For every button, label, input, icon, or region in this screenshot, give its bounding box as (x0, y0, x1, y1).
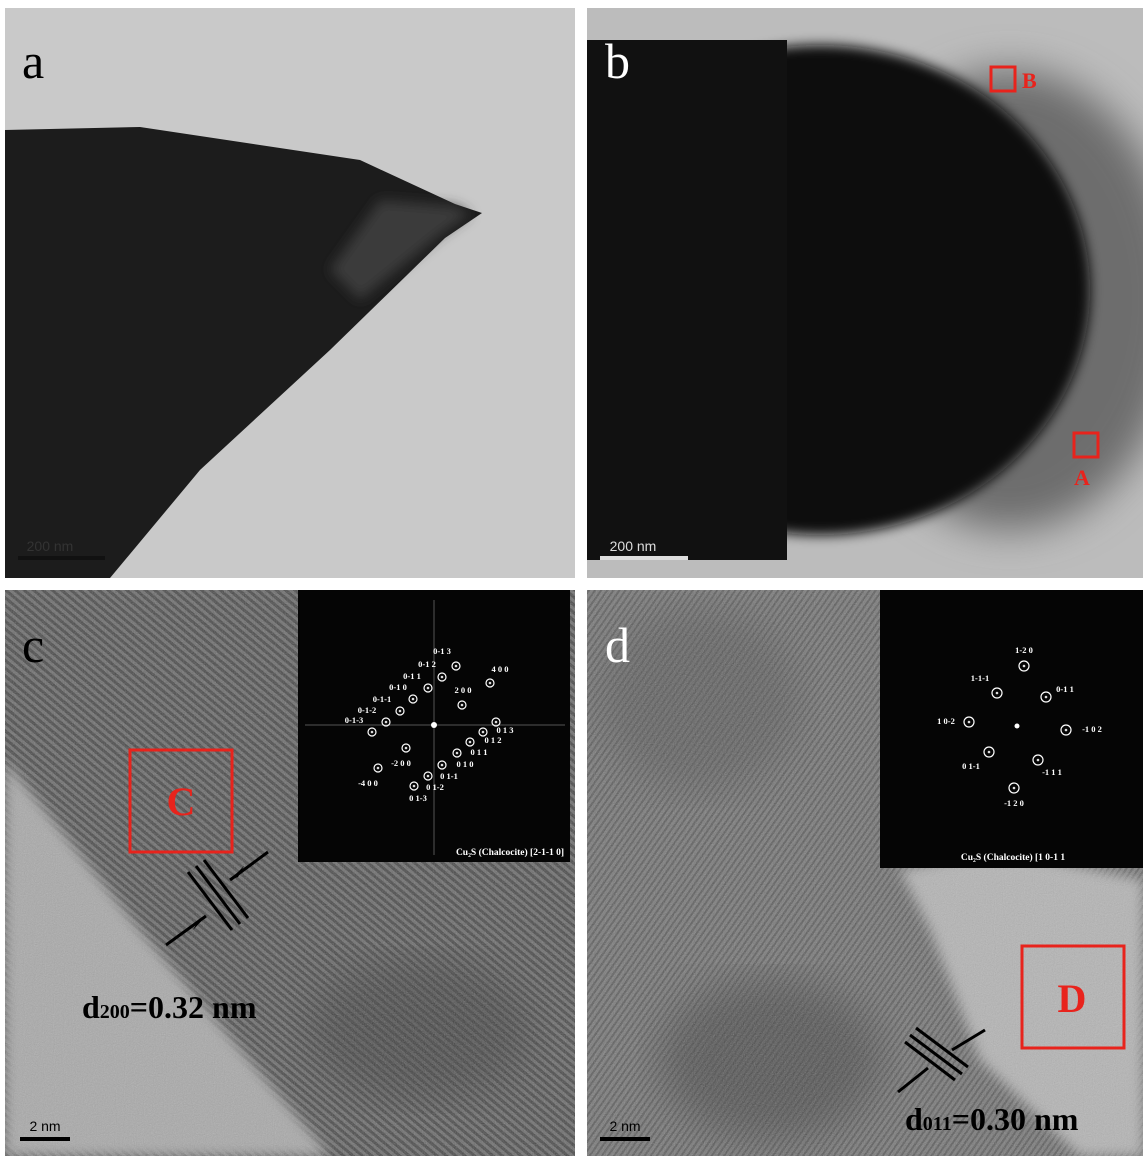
fft-caption: Cu₂S (Chalcocite) [1 0-1 1 (961, 852, 1065, 863)
fft-spot-label: 0-1 2 (418, 659, 436, 669)
fft-spot-core (377, 767, 380, 770)
fft-spot-core (456, 752, 459, 755)
fft-spot-label: 0 1 3 (497, 725, 514, 735)
d-subscript: 200 (100, 1001, 130, 1023)
fft-caption: Cu₂S (Chalcocite) [2-1-1 0] (456, 847, 564, 858)
fft-spot-core (968, 721, 971, 724)
region-label: C (167, 779, 196, 824)
fft-spot-core (399, 710, 402, 713)
specimen (587, 40, 787, 560)
fft-spot-core (371, 731, 374, 734)
fft-spot-core (427, 687, 430, 690)
margin (0, 0, 1143, 8)
fft-spot-label: 0-1 1 (403, 671, 421, 681)
fft-spot-label: 1 0-2 (937, 716, 955, 726)
fft-spot-label: -2 0 0 (391, 758, 411, 768)
d-symbol: d (905, 1101, 923, 1137)
scale-bar-label: 200 nm (610, 538, 657, 554)
scale-bar-label: 200 nm (27, 538, 74, 554)
d-symbol: d (82, 989, 100, 1025)
panel-label: b (605, 33, 630, 89)
fft-spot-label: 1-1-1 (971, 673, 989, 683)
fft-spot-core (988, 751, 991, 754)
d-subscript: 011 (923, 1113, 952, 1135)
fft-spot-label: 2 0 0 (455, 685, 472, 695)
fft-spot-label: -4 0 0 (358, 778, 378, 788)
region-label: A (1074, 465, 1090, 490)
panel-label: a (22, 33, 44, 89)
fft-spot-core (1023, 665, 1026, 668)
fft-spot-core (495, 721, 498, 724)
fft-spot-label: 4 0 0 (492, 664, 509, 674)
fft-spot-core (1013, 787, 1016, 790)
panel-label: c (22, 617, 44, 673)
fft-spot-label: 0 1 1 (471, 747, 488, 757)
panel-b: B A b 200 nm (550, 8, 1143, 578)
fft-spot-core (996, 692, 999, 695)
fft-spot-label: 0-1-2 (358, 705, 376, 715)
fft-spot-core (1045, 696, 1048, 699)
fft-spot-label: 0-1 0 (389, 682, 407, 692)
panel-c: 0-1 3 0-1 2 0-1 10-1 0 0-1-10-1-20-1-3 4 0 0… (5, 590, 575, 1156)
d-value: =0.30 nm (952, 1101, 1079, 1137)
fft-spot-label: 1-2 0 (1015, 645, 1033, 655)
panel-label: d (605, 617, 630, 673)
scale-bar-label: 2 nm (609, 1118, 640, 1134)
fft-spot-core (489, 682, 492, 685)
fft-spot-label: 0-1 1 (1056, 684, 1074, 694)
page: {"panels": [ {"label": "a", "scale_bar":… (0, 0, 1143, 1156)
fft-spot-label: 0-1-3 (345, 715, 363, 725)
fft-spot-core (427, 775, 430, 778)
scale-bar-label: 2 nm (29, 1118, 60, 1134)
fft-spot-label: 0 1-1 (440, 771, 458, 781)
fft-spot-core (461, 704, 464, 707)
fft-spot-label: -1 2 0 (1004, 798, 1024, 808)
fft-spot-core (1037, 759, 1040, 762)
panel-d: 1-2 0 1-1-1 0-1 1 1 0-2 -1 0 2 0 1-1 -1 1 1 -1 … (587, 590, 1143, 1156)
fft-spot-core (441, 764, 444, 767)
d-value: =0.32 nm (130, 989, 257, 1025)
fft-spot-core (412, 698, 415, 701)
fft-spot-core (455, 665, 458, 668)
fft-spot-label: 0 1-3 (409, 793, 427, 803)
fft-center (431, 722, 437, 728)
fft-spot-label: 0 1-2 (426, 782, 444, 792)
figure: a 200 nm B A b 200 nm 0-1 30-1 20-1 10-1… (0, 0, 1143, 1156)
fft-spot-core (413, 785, 416, 788)
panel-a: a 200 nm (5, 8, 575, 578)
fft-spot-label: 0 1 0 (457, 759, 474, 769)
fft-spot-label: -1 0 2 (1082, 724, 1102, 734)
fft-spot-core (441, 676, 444, 679)
fft-spot-core (405, 747, 408, 750)
region-label: D (1058, 976, 1087, 1021)
fft-spot-core (469, 741, 472, 744)
gutter (0, 578, 1143, 590)
fft-spot-label: 0 1-1 (962, 761, 980, 771)
fft-spot-label: -1 1 1 (1042, 767, 1062, 777)
fft-inset (880, 590, 1143, 868)
fft-center (1015, 724, 1020, 729)
region-label: B (1022, 68, 1037, 93)
fft-spot-core (482, 731, 485, 734)
fft-spot-label: 0-1-1 (373, 694, 391, 704)
fft-spot-label: 0 1 2 (485, 735, 502, 745)
fft-spot-label: 0-1 3 (433, 646, 451, 656)
fft-spot-core (385, 721, 388, 724)
fft-spot-core (1065, 729, 1068, 732)
